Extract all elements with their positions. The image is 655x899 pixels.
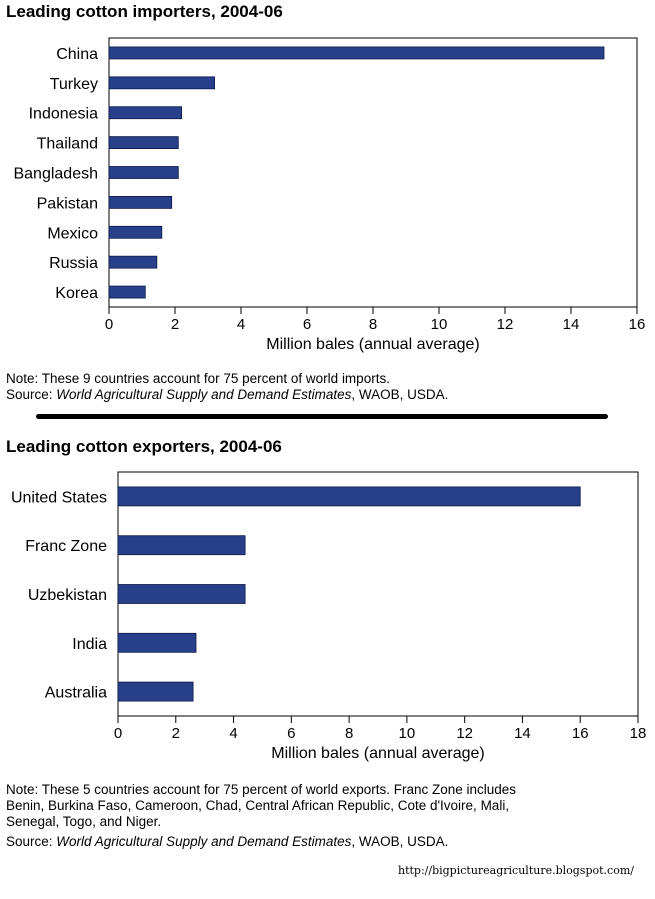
bar-russia bbox=[108, 255, 158, 269]
category-label: United States bbox=[11, 489, 107, 506]
importers-bar-chart: China Turkey Indonesia Thailand Bangladesh Pa… bbox=[13, 37, 646, 353]
x-tick-label: 16 bbox=[629, 316, 646, 333]
bar-united-states bbox=[117, 486, 581, 507]
exporters-note-line-2: Benin, Burkina Faso, Cameroon, Chad, Cen… bbox=[6, 798, 510, 813]
x-axis-label: Million bales (annual average) bbox=[271, 745, 484, 762]
category-label: Russia bbox=[49, 255, 98, 272]
x-tick-label: 2 bbox=[171, 316, 179, 333]
x-tick-label: 4 bbox=[237, 316, 245, 333]
category-label: Pakistan bbox=[37, 195, 98, 212]
bar-australia bbox=[117, 681, 194, 702]
x-tick-label: 10 bbox=[399, 725, 416, 742]
exporters-note: Note: These 5 countries account for 75 p… bbox=[6, 782, 516, 850]
bar-uzbekistan bbox=[117, 584, 246, 604]
x-tick-label: 12 bbox=[456, 725, 473, 742]
category-label: Korea bbox=[55, 285, 98, 302]
importers-note: Note: These 9 countries account for 75 p… bbox=[6, 371, 448, 403]
exporters-note-line-1: Note: These 5 countries account for 75 p… bbox=[6, 782, 517, 797]
exporters-chart-title: Leading cotton exporters, 2004-06 bbox=[6, 437, 282, 456]
category-label: China bbox=[56, 46, 98, 63]
x-tick-label: 14 bbox=[514, 725, 531, 742]
x-axis-label: Million bales (annual average) bbox=[266, 336, 479, 353]
bar-korea bbox=[108, 285, 146, 299]
importers-source: Source: World Agricultural Supply and De… bbox=[6, 387, 449, 402]
bar-bangladesh bbox=[108, 166, 179, 179]
category-label: India bbox=[72, 636, 107, 653]
importers-note-text: Note: These 9 countries account for 75 p… bbox=[6, 371, 390, 386]
bar-china bbox=[108, 46, 605, 60]
category-label: Turkey bbox=[50, 76, 98, 93]
bar-pakistan bbox=[108, 195, 173, 209]
category-label: Mexico bbox=[47, 225, 98, 242]
x-tick-label: 6 bbox=[287, 725, 295, 742]
exporters-note-line-3: Senegal, Togo, and Niger. bbox=[6, 814, 162, 829]
category-label: Indonesia bbox=[29, 106, 98, 123]
category-label: Uzbekistan bbox=[28, 587, 107, 604]
category-label: Franc Zone bbox=[25, 538, 107, 555]
exporters-source: Source: World Agricultural Supply and De… bbox=[6, 834, 449, 849]
bar-thailand bbox=[108, 136, 179, 150]
x-tick-label: 0 bbox=[114, 725, 122, 742]
bar-indonesia bbox=[108, 106, 182, 120]
bar-india bbox=[117, 632, 197, 653]
bar-turkey bbox=[108, 76, 215, 90]
footer-url[interactable]: http://bigpictureagriculture.blogspot.co… bbox=[398, 864, 634, 877]
category-label: Bangladesh bbox=[13, 166, 98, 183]
importers-source-title: World Agricultural Supply and Demand Est… bbox=[56, 387, 352, 402]
category-label: Thailand bbox=[37, 136, 98, 153]
x-tick-label: 16 bbox=[572, 725, 589, 742]
x-tick-label: 18 bbox=[630, 725, 647, 742]
x-tick-label: 10 bbox=[431, 316, 448, 333]
x-tick-label: 12 bbox=[497, 316, 514, 333]
exporters-source-title: World Agricultural Supply and Demand Est… bbox=[56, 834, 352, 849]
x-tick-label: 14 bbox=[563, 316, 580, 333]
bar-franc-zone bbox=[117, 535, 246, 556]
x-tick-label: 2 bbox=[172, 725, 180, 742]
x-tick-label: 8 bbox=[345, 725, 353, 742]
bar-mexico bbox=[108, 225, 163, 239]
chart-separator bbox=[36, 414, 608, 419]
x-tick-label: 0 bbox=[105, 316, 113, 333]
exporters-bar-chart: United States Franc Zone Uzbekistan India Au… bbox=[11, 471, 647, 762]
importers-chart-title: Leading cotton importers, 2004-06 bbox=[6, 2, 283, 21]
category-label: Australia bbox=[45, 685, 107, 702]
x-tick-label: 4 bbox=[229, 725, 237, 742]
x-tick-label: 6 bbox=[303, 316, 311, 333]
x-tick-label: 8 bbox=[369, 316, 377, 333]
